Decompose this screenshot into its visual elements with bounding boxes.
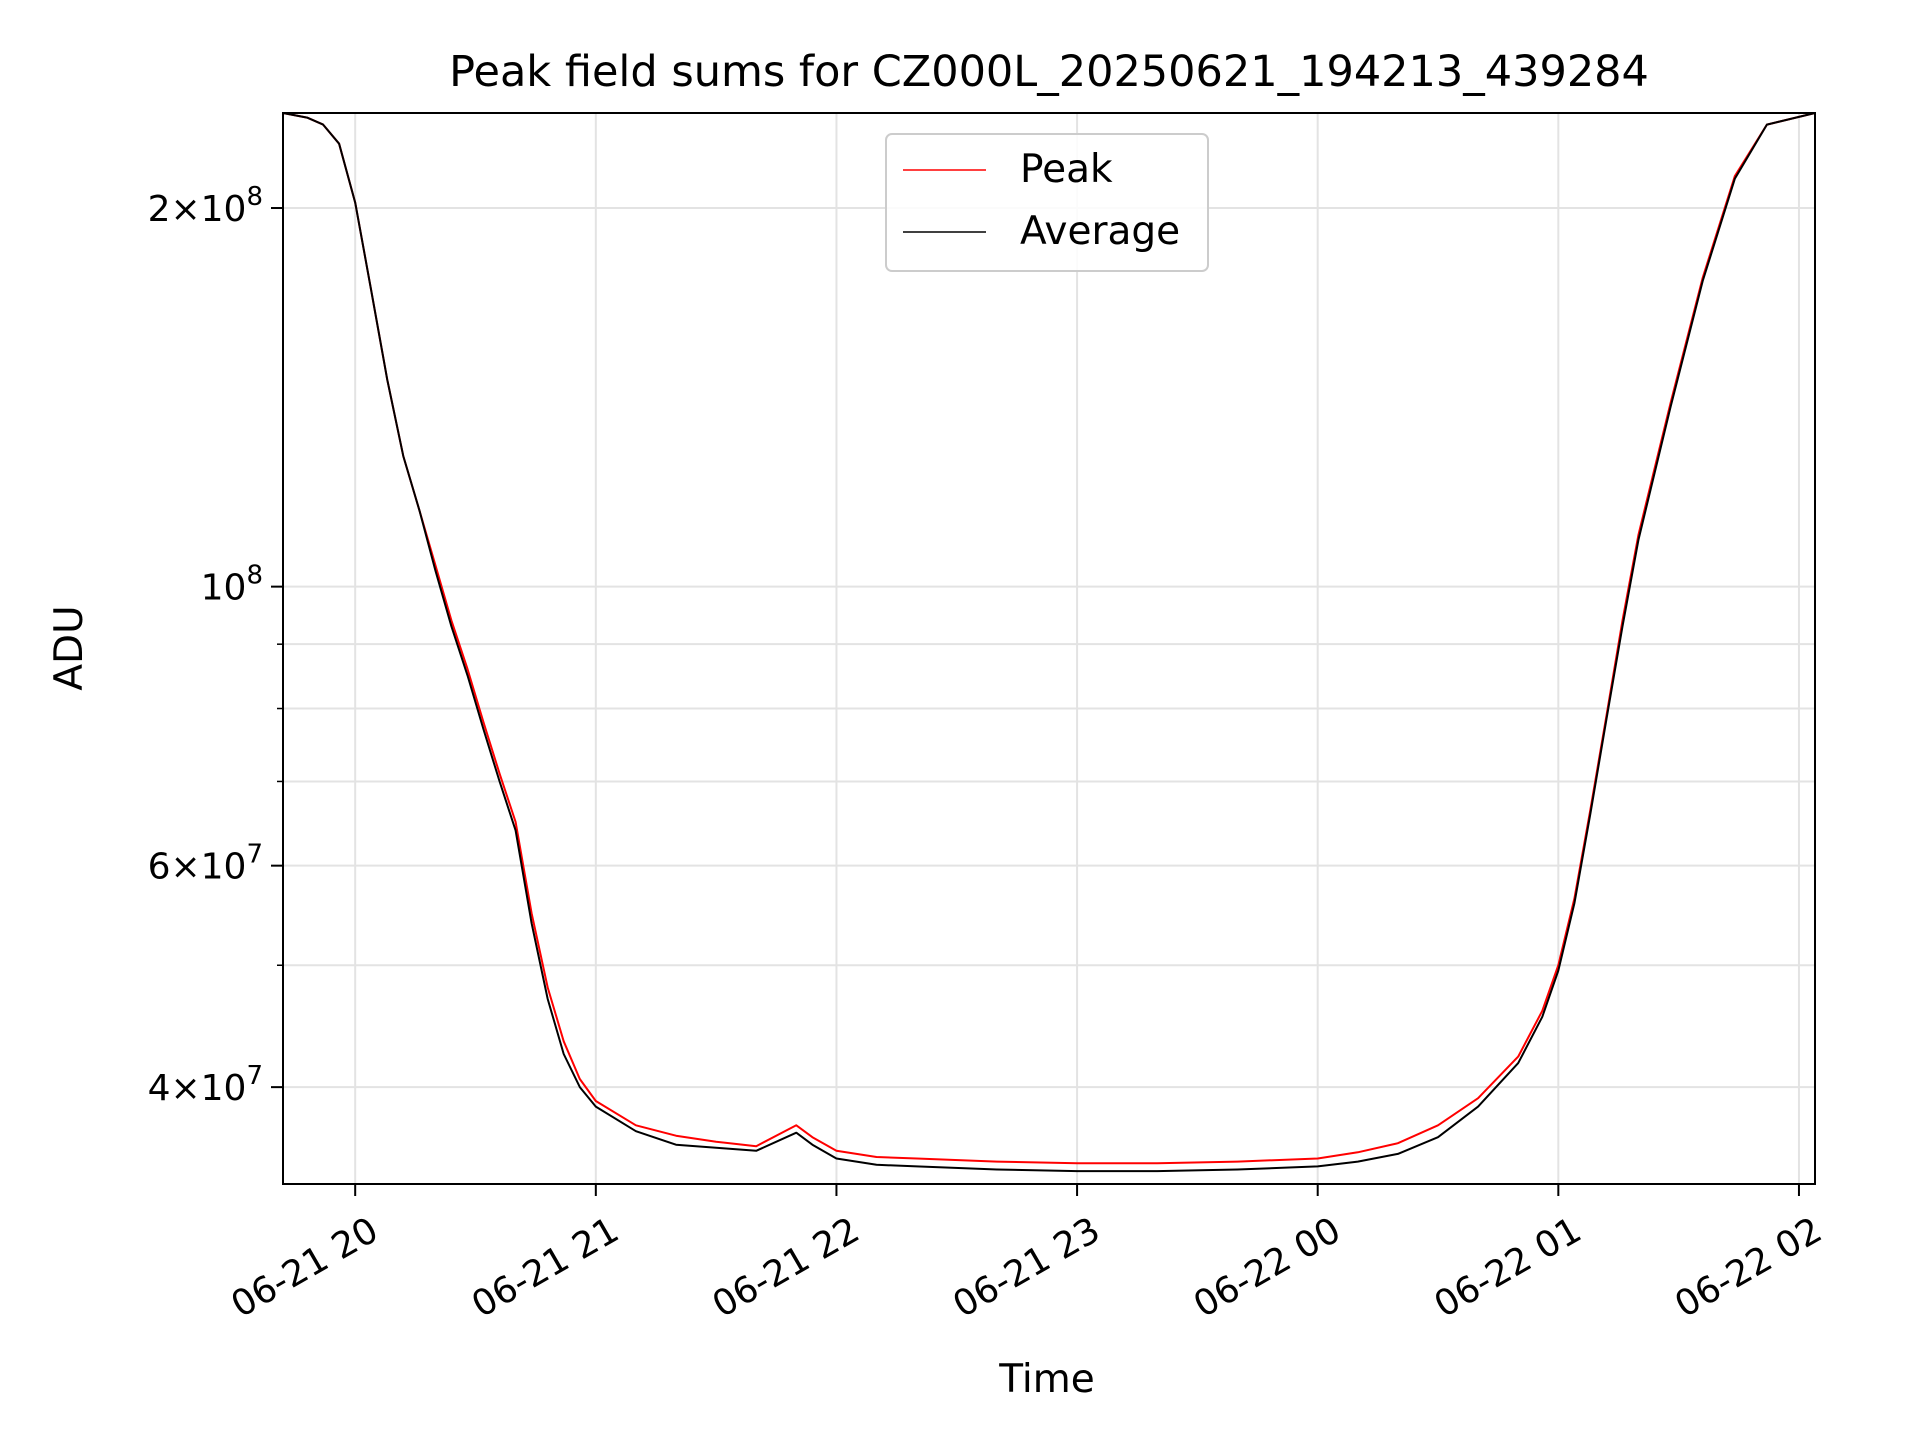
y-tick-exponent: 7 [246, 840, 263, 870]
plot-lines [282, 112, 1816, 1173]
plot-frame [282, 112, 1816, 1185]
y-tick-exponent: 8 [246, 561, 263, 591]
x-axis-label: Time [998, 1357, 1094, 1402]
y-tick-exponent: 8 [246, 182, 263, 212]
chart-title: Peak field sums for CZ000L_20250621_1942… [449, 47, 1649, 97]
legend-label-peak: Peak [1020, 147, 1113, 192]
legend: Peak Average [885, 133, 1209, 272]
legend-label-average: Average [1020, 209, 1180, 254]
y-axis-label: ADU [47, 605, 92, 690]
y-tick-exponent: 7 [246, 1061, 263, 1091]
y-tick-label: 2×108 [148, 182, 263, 230]
y-tick-label: 6×107 [148, 840, 263, 888]
legend-box [885, 133, 1209, 272]
y-tick-label: 4×107 [148, 1061, 263, 1109]
series-line-average [282, 112, 1816, 1173]
